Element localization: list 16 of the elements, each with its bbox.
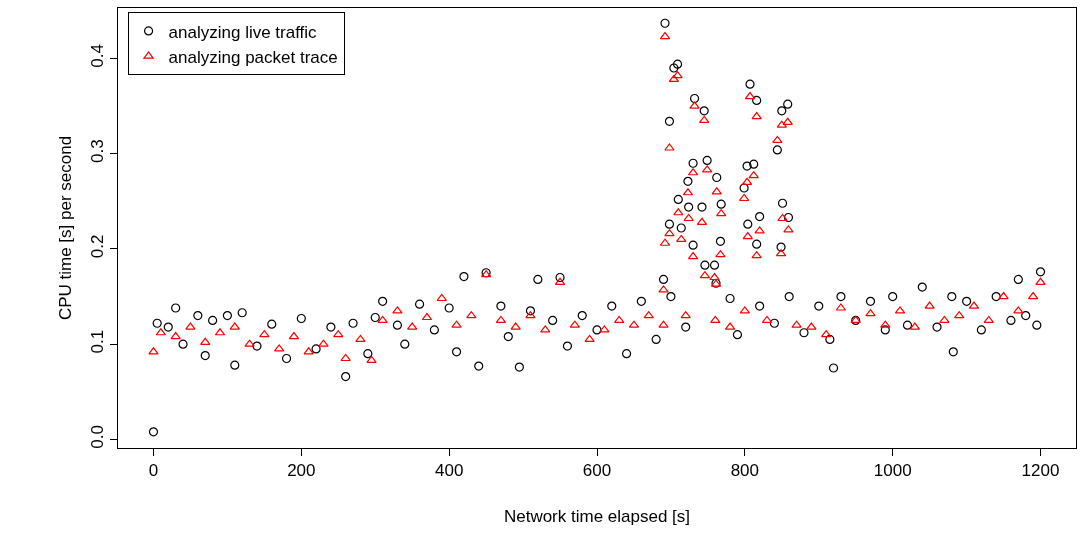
x-tick-label: 0 bbox=[148, 461, 159, 481]
x-tick-label: 1000 bbox=[873, 461, 912, 481]
y-tick-label: 0.3 bbox=[88, 139, 108, 163]
legend-label: analyzing packet trace bbox=[168, 47, 338, 67]
y-tick-label: 0.1 bbox=[88, 329, 108, 354]
x-tick-label: 1200 bbox=[1021, 461, 1060, 481]
y-tick-label: 0.4 bbox=[88, 44, 108, 68]
x-tick-label: 800 bbox=[730, 461, 760, 481]
x-tick-label: 400 bbox=[434, 461, 464, 481]
x-tick-label: 200 bbox=[287, 461, 316, 481]
y-tick-label: 0.0 bbox=[88, 425, 108, 449]
y-axis-title: CPU time [s] per second bbox=[55, 135, 75, 321]
y-tick-label: 0.2 bbox=[88, 234, 108, 259]
legend-label: analyzing live traffic bbox=[168, 22, 318, 42]
x-axis-title: Network time elapsed [s] bbox=[503, 506, 691, 526]
x-tick-label: 600 bbox=[582, 461, 612, 481]
